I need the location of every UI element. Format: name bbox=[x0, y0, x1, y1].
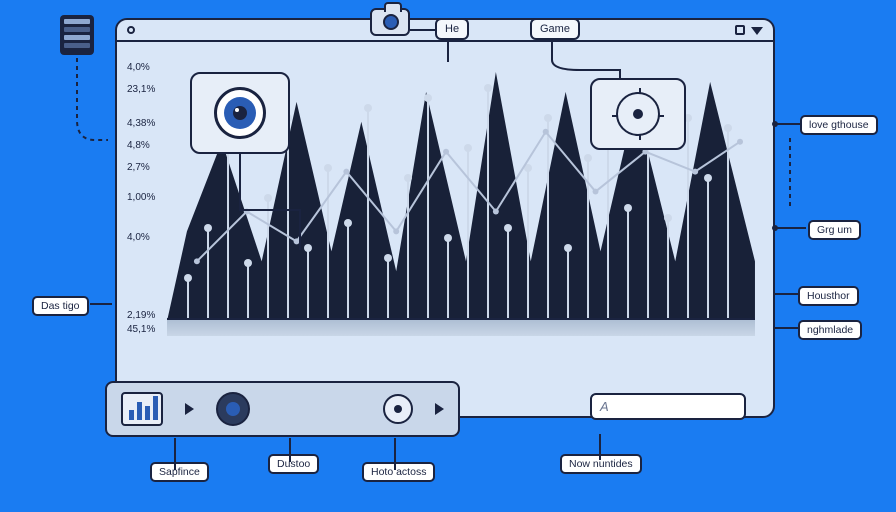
arrow-out-icon bbox=[435, 403, 444, 415]
label-sapfince: Sapfince bbox=[150, 462, 209, 482]
y-tick-2: 4,38% bbox=[127, 118, 155, 129]
y-tick-7: 2,19% bbox=[127, 310, 155, 321]
target-card[interactable] bbox=[590, 78, 686, 150]
window-control-max[interactable] bbox=[735, 25, 745, 35]
dial-control[interactable] bbox=[216, 392, 250, 426]
y-tick-1: 23,1% bbox=[127, 84, 155, 95]
callout-game: Game bbox=[530, 18, 580, 40]
y-tick-6: 4,0% bbox=[127, 232, 150, 243]
y-tick-4: 2,7% bbox=[127, 162, 150, 173]
mini-chart-icon[interactable] bbox=[121, 392, 163, 426]
arrow-icon bbox=[185, 403, 194, 415]
chart-baseline bbox=[167, 318, 755, 336]
y-tick-8: 45,1% bbox=[127, 324, 155, 335]
label-dustoo: Dustoo bbox=[268, 454, 319, 474]
callout-he: He bbox=[435, 18, 469, 40]
window-control-menu[interactable] bbox=[751, 27, 763, 35]
camera-icon bbox=[370, 8, 410, 36]
control-panel bbox=[105, 381, 460, 437]
y-tick-5: 1,00% bbox=[127, 192, 155, 203]
label-nghmlade: nghmlade bbox=[798, 320, 862, 340]
label-grg: Grg um bbox=[808, 220, 861, 240]
legend-chip-icon bbox=[60, 15, 94, 55]
label-das: Das tigo bbox=[32, 296, 89, 316]
y-tick-0: 4,0% bbox=[127, 62, 150, 73]
text-input[interactable]: A bbox=[590, 393, 746, 420]
y-tick-3: 4,8% bbox=[127, 140, 150, 151]
label-hoto: Hoto actoss bbox=[362, 462, 435, 482]
lens-card[interactable] bbox=[190, 72, 290, 154]
label-housthor: Housthor bbox=[798, 286, 859, 306]
window-control-dot[interactable] bbox=[127, 26, 135, 34]
label-love: love gthouse bbox=[800, 115, 878, 135]
label-now: Now nuntides bbox=[560, 454, 642, 474]
knob-control[interactable] bbox=[383, 394, 413, 424]
